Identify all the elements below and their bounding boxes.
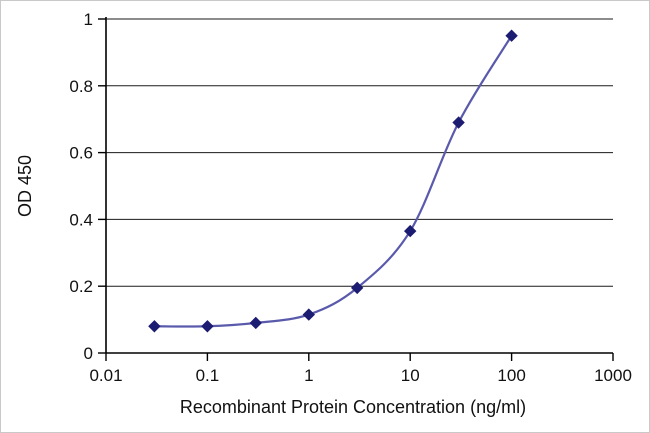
x-tick-label: 10 (401, 366, 420, 385)
y-tick-label: 0.2 (69, 277, 93, 296)
x-tick-label: 0.1 (196, 366, 220, 385)
y-tick-label: 1 (84, 10, 93, 29)
y-tick-label: 0.6 (69, 144, 93, 163)
x-tick-label: 100 (497, 366, 525, 385)
data-point-marker (452, 116, 465, 129)
x-tick-label: 1 (304, 366, 313, 385)
data-point-marker (505, 29, 518, 42)
x-tick-label: 0.01 (89, 366, 122, 385)
y-tick-label: 0.4 (69, 210, 93, 229)
y-tick-label: 0 (84, 344, 93, 363)
x-tick-label: 1000 (594, 366, 632, 385)
data-point-marker (302, 308, 316, 321)
data-point-marker (148, 320, 161, 333)
data-point-marker (249, 316, 262, 330)
plot-area: 0 0.2 0.4 0.6 0.8 1 0.01 0.1 1 10 100 1000 (69, 10, 632, 385)
x-axis-title: Recombinant Protein Concentration (ng/ml… (180, 397, 526, 417)
data-point-marker (350, 281, 364, 295)
data-point-marker (403, 224, 417, 238)
y-axis-title: OD 450 (15, 155, 35, 217)
y-tick-label: 0.8 (69, 77, 93, 96)
data-point-marker (201, 320, 214, 333)
series-line (154, 35, 513, 328)
